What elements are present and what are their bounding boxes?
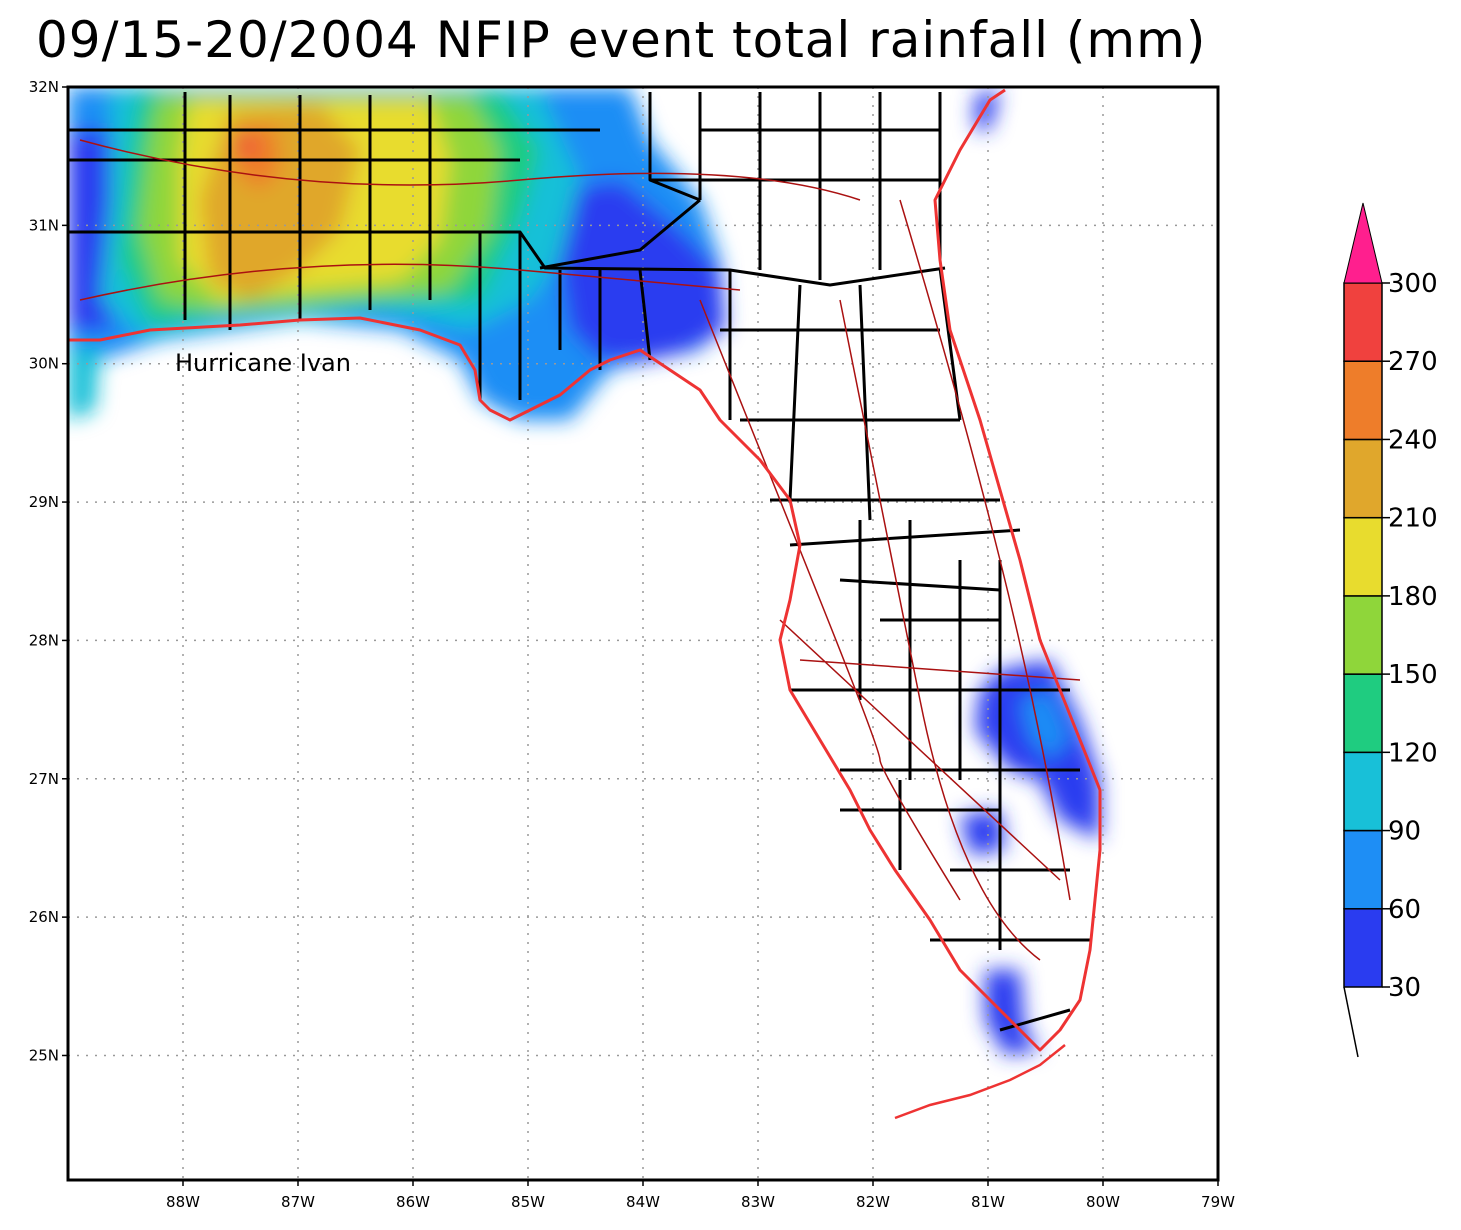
state-line-al-fl xyxy=(68,230,946,287)
y-tick-label-2: 30N xyxy=(29,355,59,373)
y-tick-label-6: 26N xyxy=(29,908,59,926)
colorbar-label-8: 270 xyxy=(1388,347,1438,377)
x-tick-label-5: 83W xyxy=(741,1193,775,1211)
rain-west-coast-small xyxy=(68,345,100,420)
colorbar-over-triangle xyxy=(1343,202,1383,284)
colorbar-bin-8 xyxy=(1343,282,1383,362)
colorbar-bin-4 xyxy=(1343,595,1383,675)
rain-east-coast-inner xyxy=(1020,690,1070,760)
florida-keys xyxy=(894,1044,1066,1120)
longitude-ticks: 88W 87W 86W 85W 84W 83W 82W 81W 80W 79W xyxy=(166,1180,1235,1211)
colorbar-label-5: 180 xyxy=(1388,582,1438,612)
x-tick-label-9: 79W xyxy=(1201,1193,1235,1211)
road-network xyxy=(79,139,1081,961)
rain-south-blob xyxy=(985,970,1040,1055)
rain-east-coast xyxy=(975,660,1100,840)
state-line-ga-fl xyxy=(539,198,701,270)
rain-northeast-small xyxy=(975,90,1000,130)
x-tick-label-3: 85W xyxy=(511,1193,545,1211)
colorbar-label-3: 120 xyxy=(1388,738,1438,768)
colorbar-bin-0 xyxy=(1343,908,1383,988)
x-tick-label-4: 84W xyxy=(626,1193,660,1211)
colorbar-label-4: 150 xyxy=(1388,660,1438,690)
x-tick-label-2: 86W xyxy=(396,1193,430,1211)
colorbar-label-6: 210 xyxy=(1388,504,1438,534)
rain-central-blob xyxy=(960,810,1005,855)
y-tick-label-3: 29N xyxy=(29,493,59,511)
county-boundaries xyxy=(68,92,1090,1032)
colorbar-legend: 30 60 90 120 150 180 210 240 270 300 xyxy=(1343,202,1438,1058)
x-tick-label-0: 88W xyxy=(166,1193,200,1211)
x-tick-label-6: 82W xyxy=(856,1193,890,1211)
hurricane-annotation: Hurricane Ivan xyxy=(175,349,351,377)
x-tick-label-1: 87W xyxy=(281,1193,315,1211)
y-tick-label-7: 25N xyxy=(29,1046,59,1064)
colorbar-bin-5 xyxy=(1343,516,1383,597)
x-tick-label-7: 81W xyxy=(971,1193,1005,1211)
coastline xyxy=(68,88,1102,1052)
colorbar-label-2: 90 xyxy=(1388,817,1421,847)
colorbar-under-tail xyxy=(1343,986,1359,1058)
latitude-ticks: 32N 31N 30N 29N 28N 27N 26N 25N xyxy=(29,78,68,1064)
colorbar-label-1: 60 xyxy=(1388,895,1421,925)
colorbar-bin-7 xyxy=(1343,360,1383,441)
rain-west-blue xyxy=(68,130,110,330)
colorbar-label-7: 240 xyxy=(1388,425,1438,455)
y-tick-label-0: 32N xyxy=(29,78,59,96)
colorbar-label-9: 300 xyxy=(1388,269,1438,299)
colorbar-bin-1 xyxy=(1343,829,1383,910)
y-tick-label-5: 27N xyxy=(29,770,59,788)
y-tick-label-1: 31N xyxy=(29,216,59,234)
plot-area xyxy=(68,87,1218,1180)
colorbar-bin-3 xyxy=(1343,673,1383,754)
x-tick-label-8: 80W xyxy=(1086,1193,1120,1211)
y-tick-label-4: 28N xyxy=(29,631,59,649)
rain-red-peak xyxy=(235,135,255,155)
colorbar-bin-6 xyxy=(1343,438,1383,519)
colorbar-bin-2 xyxy=(1343,751,1383,832)
map-title: 09/15-20/2004 NFIP event total rainfall … xyxy=(36,11,1207,69)
colorbar-label-0: 30 xyxy=(1388,973,1421,1003)
